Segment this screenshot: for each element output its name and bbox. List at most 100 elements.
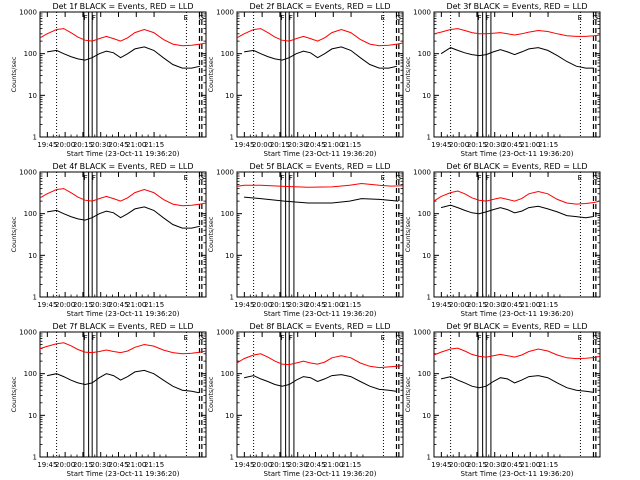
y-tick-label: 1000: [216, 329, 234, 337]
marker-label: G: [396, 174, 401, 182]
series-line-lld: [39, 28, 207, 47]
x-tick-label: 21:15: [538, 141, 558, 149]
x-tick-label: 21:15: [538, 461, 558, 469]
series-line-events: [440, 204, 593, 219]
x-tick-label: 21:15: [144, 141, 164, 149]
x-axis-label: Start Time (23-Oct-11 19:36:20): [264, 470, 377, 478]
plot-frame: [236, 11, 404, 138]
x-tick-label: 20:00: [252, 461, 272, 469]
series-line-lld: [236, 28, 404, 47]
y-tick-label: 10: [225, 252, 234, 260]
series-line-lld: [39, 188, 207, 207]
y-tick-label: 1: [33, 134, 37, 142]
marker-label: F: [84, 334, 88, 342]
marker-label: G: [199, 174, 204, 182]
x-tick-label: 21:15: [144, 461, 164, 469]
x-tick-label: 20:00: [55, 141, 75, 149]
x-tick-label: 20:15: [467, 301, 487, 309]
marker-label: F: [84, 14, 88, 22]
x-tick-label: 21:00: [520, 461, 540, 469]
panel-title: Det 7f BLACK = Events, RED = LLD: [52, 322, 193, 331]
y-tick-label: 100: [418, 210, 431, 218]
series-line-lld: [236, 182, 404, 188]
plot-frame: [39, 171, 207, 298]
x-tick-label: 20:30: [91, 141, 111, 149]
y-axis-label: Counts/sec: [207, 216, 215, 252]
marker-label: F: [281, 14, 285, 22]
x-tick-label: 21:00: [323, 141, 343, 149]
panel-title: Det 9f BLACK = Events, RED = LLD: [446, 322, 587, 331]
x-tick-label: 20:15: [270, 461, 290, 469]
marker-label: F: [289, 14, 293, 22]
y-tick-label: 1000: [413, 9, 431, 17]
x-tick-label: 20:00: [55, 461, 75, 469]
series-line-lld: [433, 190, 601, 205]
x-tick-label: 20:00: [449, 141, 469, 149]
panel-title: Det 2f BLACK = Events, RED = LLD: [249, 2, 390, 11]
x-tick-label: 20:30: [288, 141, 308, 149]
x-tick-label: 21:15: [341, 141, 361, 149]
y-tick-label: 1000: [19, 329, 37, 337]
marker-label: F: [478, 174, 482, 182]
marker-label: F: [281, 174, 285, 182]
series-line-lld: [433, 28, 601, 37]
y-tick-label: 1: [427, 134, 431, 142]
x-tick-label: 20:15: [73, 141, 93, 149]
marker-label: E: [578, 14, 582, 22]
y-axis-label: Counts/sec: [404, 376, 412, 412]
y-axis-label: Counts/sec: [207, 56, 215, 92]
x-tick-label: 20:00: [449, 461, 469, 469]
x-tick-label: 21:15: [341, 301, 361, 309]
y-tick-label: 10: [225, 92, 234, 100]
x-tick-label: 20:45: [305, 301, 325, 309]
y-tick-label: 100: [24, 370, 37, 378]
x-tick-label: 20:15: [73, 301, 93, 309]
marker-label: E: [184, 334, 188, 342]
x-tick-label: 20:45: [305, 461, 325, 469]
marker-label: G: [593, 174, 598, 182]
x-tick-label: 20:45: [502, 141, 522, 149]
marker-label: G: [593, 334, 598, 342]
x-tick-label: 19:45: [431, 141, 451, 149]
marker-label: G: [396, 334, 401, 342]
x-tick-label: 20:45: [108, 141, 128, 149]
y-tick-label: 1: [230, 134, 234, 142]
plot-frame: [39, 331, 207, 458]
y-tick-label: 100: [221, 210, 234, 218]
series-line-events: [47, 369, 200, 394]
panel-title: Det 3f BLACK = Events, RED = LLD: [446, 2, 587, 11]
marker-label: G: [396, 14, 401, 22]
x-tick-label: 19:45: [37, 461, 57, 469]
x-tick-label: 19:45: [37, 301, 57, 309]
series-line-lld: [236, 353, 404, 369]
x-tick-label: 20:00: [55, 301, 75, 309]
marker-label: G: [199, 334, 204, 342]
x-tick-label: 21:00: [126, 461, 146, 469]
x-tick-label: 20:45: [502, 461, 522, 469]
series-line-events: [47, 206, 201, 229]
panel-title: Det 4f BLACK = Events, RED = LLD: [52, 162, 193, 171]
panel-title: Det 8f BLACK = Events, RED = LLD: [249, 322, 390, 331]
panel-title: Det 5f BLACK = Events, RED = LLD: [249, 162, 390, 171]
x-tick-label: 21:15: [144, 301, 164, 309]
marker-label: F: [92, 14, 96, 22]
series-line-events: [244, 46, 398, 69]
series-line-events: [244, 196, 399, 204]
marker-label: E: [578, 174, 582, 182]
plot-frame: [433, 11, 601, 138]
x-tick-label: 21:15: [341, 461, 361, 469]
y-tick-label: 10: [28, 412, 37, 420]
marker-label: F: [478, 334, 482, 342]
marker-label: E: [381, 174, 385, 182]
plot-frame: [236, 331, 404, 458]
x-tick-label: 21:00: [126, 301, 146, 309]
y-tick-label: 100: [418, 50, 431, 58]
x-tick-label: 20:15: [467, 141, 487, 149]
x-tick-label: 20:00: [252, 141, 272, 149]
series-line-events: [243, 374, 396, 392]
marker-label: G: [199, 14, 204, 22]
y-tick-label: 10: [28, 252, 37, 260]
panel-det-4: Det 4f BLACK = Events, RED = LLD 1 10 100 10…: [10, 162, 207, 318]
y-tick-label: 1000: [413, 329, 431, 337]
